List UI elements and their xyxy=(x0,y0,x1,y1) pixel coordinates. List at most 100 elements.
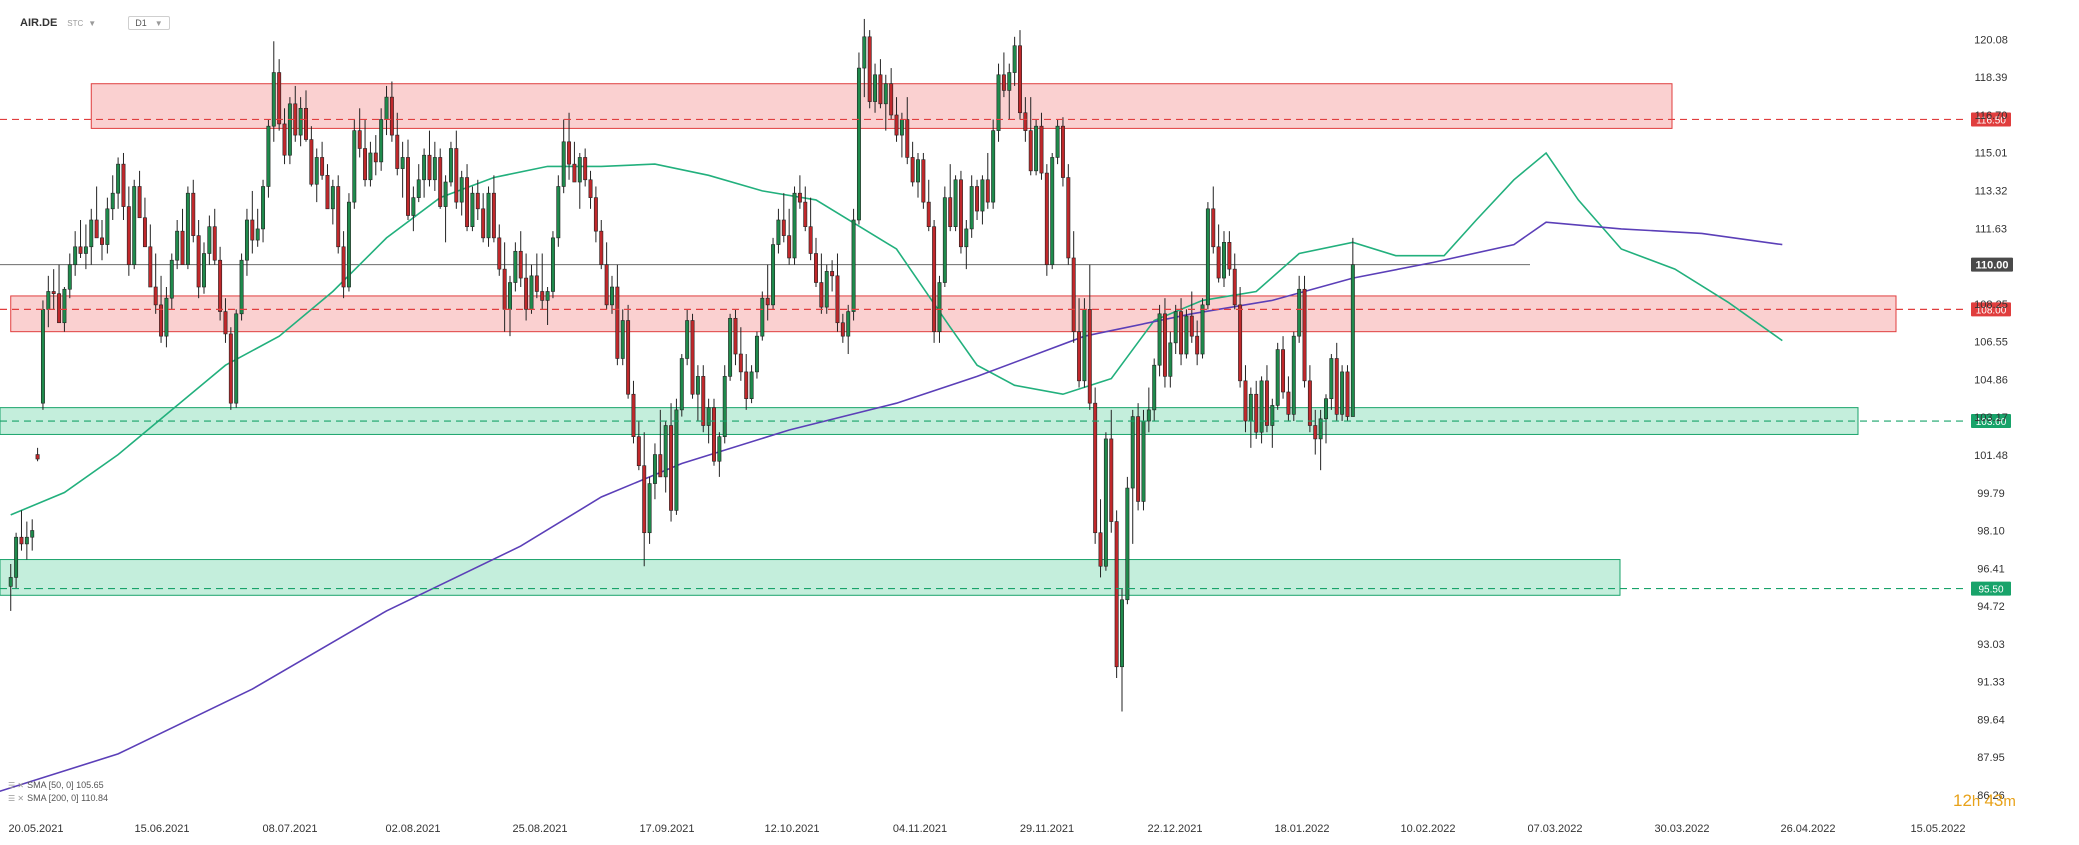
candle-body xyxy=(932,226,937,332)
y-tick-label: 104.86 xyxy=(1974,374,2008,386)
candle-body xyxy=(604,264,609,306)
candle xyxy=(910,141,915,187)
chevron-down-icon[interactable]: ▼ xyxy=(88,18,97,28)
candle-body xyxy=(878,74,883,105)
candle xyxy=(749,365,754,404)
candle xyxy=(486,186,491,247)
candle xyxy=(792,186,797,265)
candle xyxy=(142,197,147,248)
candle xyxy=(717,432,722,477)
candle xyxy=(1055,119,1060,165)
candle-body xyxy=(706,407,711,426)
y-tick-label: 118.39 xyxy=(1975,72,2008,84)
candle xyxy=(443,175,448,243)
candle-body xyxy=(846,311,851,337)
candle-body xyxy=(588,179,593,198)
y-tick-label: 99.79 xyxy=(1977,488,2005,500)
candle-body xyxy=(991,130,996,203)
y-tick-label: 108.25 xyxy=(1974,299,2008,311)
candle-body xyxy=(406,157,410,216)
candle-body xyxy=(142,217,147,248)
candle xyxy=(432,141,437,191)
candle-body xyxy=(508,282,512,310)
indicator-settings-icon[interactable]: ☰ ✕ xyxy=(8,781,25,790)
candle-body xyxy=(400,157,405,169)
candle xyxy=(271,41,276,142)
candle xyxy=(497,224,502,276)
candle-body xyxy=(19,536,24,545)
candle xyxy=(830,260,835,292)
candle xyxy=(1189,291,1194,343)
candle xyxy=(932,219,937,343)
candle xyxy=(1345,365,1350,422)
legend-item-sma50[interactable]: ☰ ✕ SMA [50, 0] 105.65 xyxy=(8,779,108,792)
y-tick-label: 98.10 xyxy=(1977,526,2005,538)
timeframe-select[interactable]: D1 ▼ xyxy=(128,16,170,30)
candle xyxy=(862,18,867,98)
candle xyxy=(1318,409,1323,471)
candle xyxy=(250,190,255,254)
candle xyxy=(808,197,813,261)
candle-body xyxy=(228,333,233,404)
candle-body xyxy=(1018,45,1022,114)
candle xyxy=(593,186,598,243)
candle xyxy=(926,179,931,232)
level-tag-text: 108.00 xyxy=(1976,305,2007,316)
candle xyxy=(379,108,384,171)
candle-body xyxy=(1125,487,1130,601)
candle xyxy=(540,253,545,310)
candle xyxy=(518,231,523,288)
candle xyxy=(642,432,647,567)
candle-body xyxy=(631,393,636,437)
candle xyxy=(819,253,824,314)
candle xyxy=(341,231,346,299)
candle-body xyxy=(733,317,738,355)
candle xyxy=(1238,287,1243,388)
candle xyxy=(1264,365,1269,433)
symbol-label[interactable]: AIR.DE xyxy=(20,17,58,29)
x-axis: 20.05.2021 15.06.2021 08.07.2021 02.08.2021… xyxy=(8,823,1965,835)
candle xyxy=(905,97,910,165)
candle-body xyxy=(432,157,437,181)
candle-body xyxy=(164,297,169,337)
candle xyxy=(400,141,405,198)
candle xyxy=(781,193,786,243)
candle-body xyxy=(175,230,180,261)
y-tick-label: 106.55 xyxy=(1974,337,2008,349)
candle-body xyxy=(942,197,947,283)
candle xyxy=(1254,380,1259,439)
candle-body xyxy=(964,228,969,248)
candle-body xyxy=(1120,599,1124,668)
candle-body xyxy=(685,320,690,359)
candle xyxy=(964,219,969,270)
candle xyxy=(695,365,700,422)
candle-body xyxy=(1200,304,1205,355)
candle xyxy=(448,141,453,187)
candle-body xyxy=(212,226,217,261)
candle xyxy=(110,175,115,220)
candle xyxy=(244,208,249,276)
candle-body xyxy=(261,186,266,230)
candle-body xyxy=(320,157,325,176)
candle-body xyxy=(1012,45,1017,73)
candle xyxy=(105,197,110,254)
candle xyxy=(1232,253,1237,310)
candle-body xyxy=(94,219,99,239)
candle xyxy=(1146,387,1151,433)
candle-body xyxy=(1340,371,1345,415)
candle-body xyxy=(153,286,158,306)
candle xyxy=(191,179,196,243)
legend-item-sma200[interactable]: ☰ ✕ SMA [200, 0] 110.84 xyxy=(8,792,108,805)
indicator-settings-icon[interactable]: ☰ ✕ xyxy=(8,794,25,803)
candle-body xyxy=(867,36,872,102)
candle xyxy=(470,186,475,232)
candle-body xyxy=(593,197,598,232)
candle-body xyxy=(309,139,314,185)
x-tick-label: 10.02.2022 xyxy=(1400,823,1455,835)
candle xyxy=(1248,387,1253,448)
candle-body xyxy=(1195,335,1200,355)
candle xyxy=(223,298,228,343)
candle-body xyxy=(1001,74,1006,91)
candle-body xyxy=(1034,125,1039,172)
